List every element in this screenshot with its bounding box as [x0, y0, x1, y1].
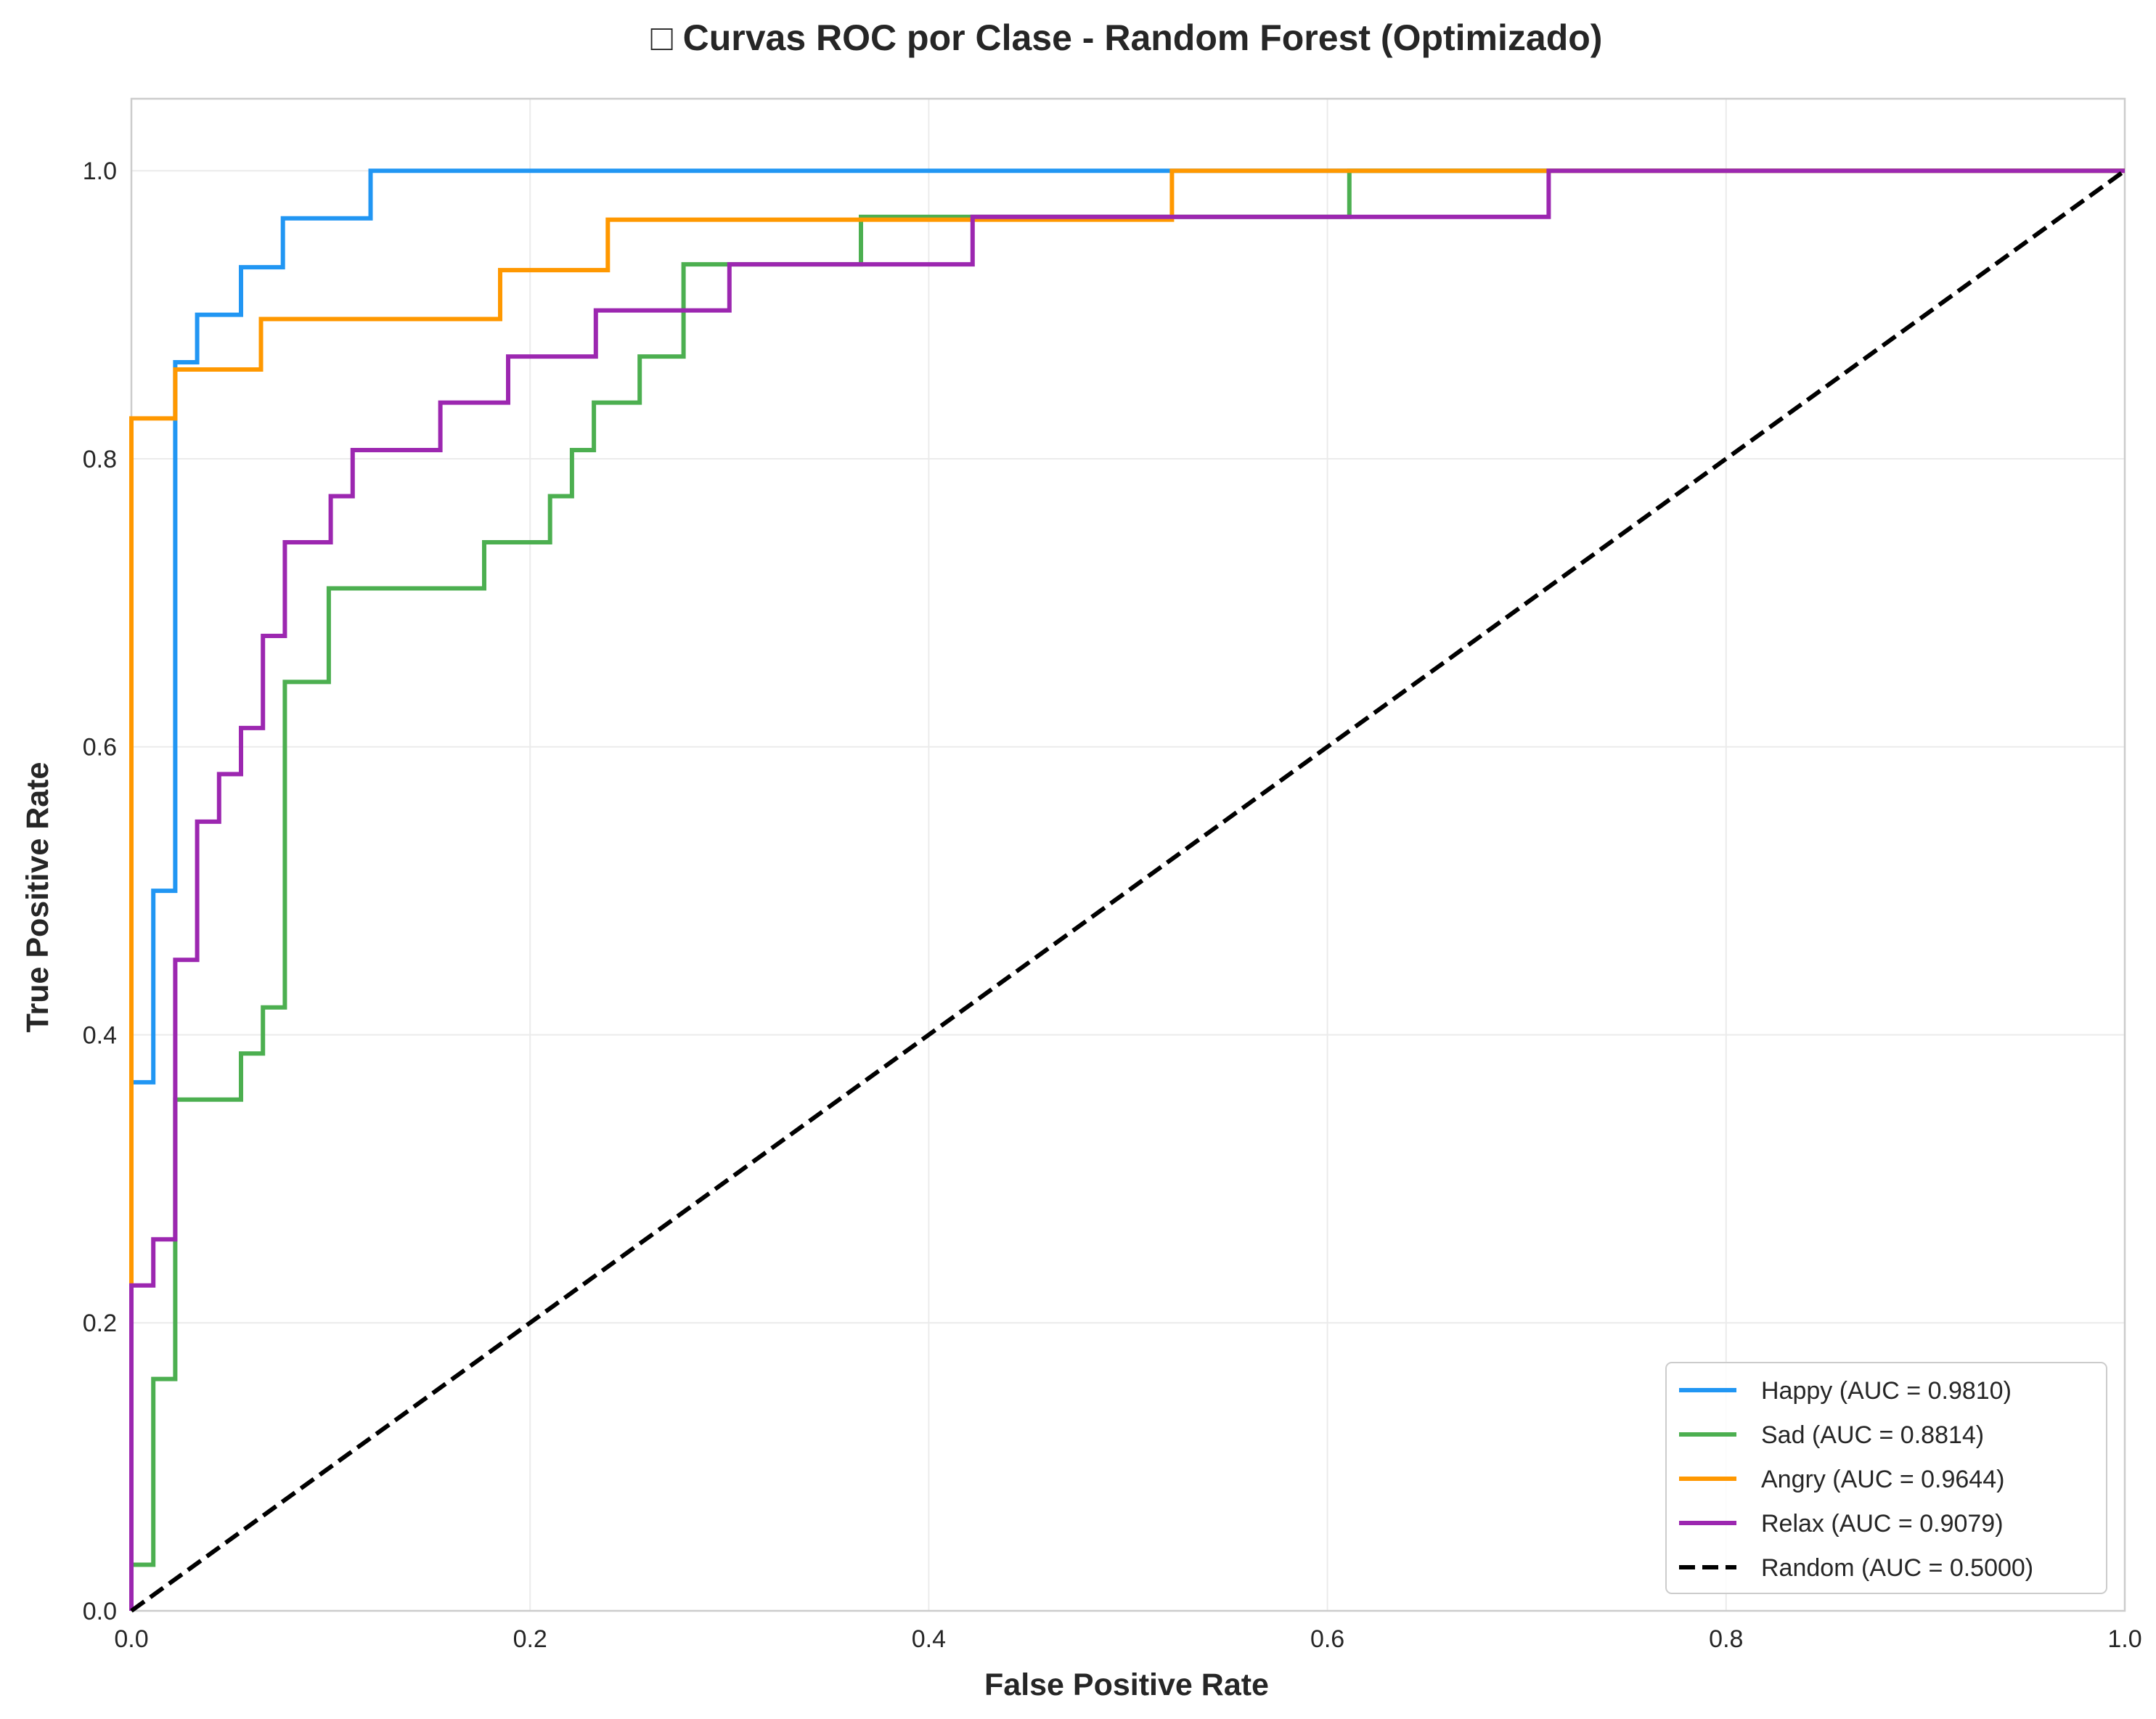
x-axis-ticks: 0.0 0.2 0.4 0.6 0.8 1.0: [114, 1625, 2141, 1653]
legend-label: Happy (AUC = 0.9810): [1761, 1377, 2012, 1405]
legend-label: Relax (AUC = 0.9079): [1761, 1510, 2004, 1538]
x-axis-label: False Positive Rate: [984, 1667, 1269, 1702]
x-tick-label: 1.0: [2107, 1625, 2141, 1653]
legend: Happy (AUC = 0.9810) Sad (AUC = 0.8814) An…: [1665, 1362, 2107, 1594]
y-tick-label: 0.8: [83, 446, 117, 473]
series-line-0: [129, 168, 2125, 1611]
legend-label: Angry (AUC = 0.9644): [1761, 1466, 2004, 1493]
legend-box: [1665, 1362, 2107, 1594]
y-tick-label: 0.2: [83, 1310, 117, 1337]
legend-label: Sad (AUC = 0.8814): [1761, 1421, 1984, 1449]
series-line-3: [129, 168, 2125, 1611]
series-lines: [129, 168, 2126, 1613]
x-tick-label: 0.6: [1310, 1625, 1344, 1653]
y-tick-label: 0.0: [83, 1598, 117, 1625]
y-axis-label: True Positive Rate: [20, 762, 55, 1033]
y-tick-label: 0.4: [83, 1021, 117, 1049]
y-tick-label: 1.0: [83, 158, 117, 185]
y-axis-ticks: 0.0 0.2 0.4 0.6 0.8 1.0: [83, 158, 117, 1625]
x-tick-label: 0.0: [114, 1625, 148, 1653]
x-tick-label: 0.8: [1709, 1625, 1743, 1653]
x-tick-label: 0.4: [912, 1625, 946, 1653]
x-tick-label: 0.2: [513, 1625, 547, 1653]
series-line-4: [130, 168, 2126, 1613]
legend-label: Random (AUC = 0.5000): [1761, 1554, 2033, 1582]
y-tick-label: 0.6: [83, 734, 117, 761]
chart-title: □ Curvas ROC por Clase - Random Forest (…: [651, 17, 1603, 58]
series-line-2: [129, 168, 2125, 1611]
